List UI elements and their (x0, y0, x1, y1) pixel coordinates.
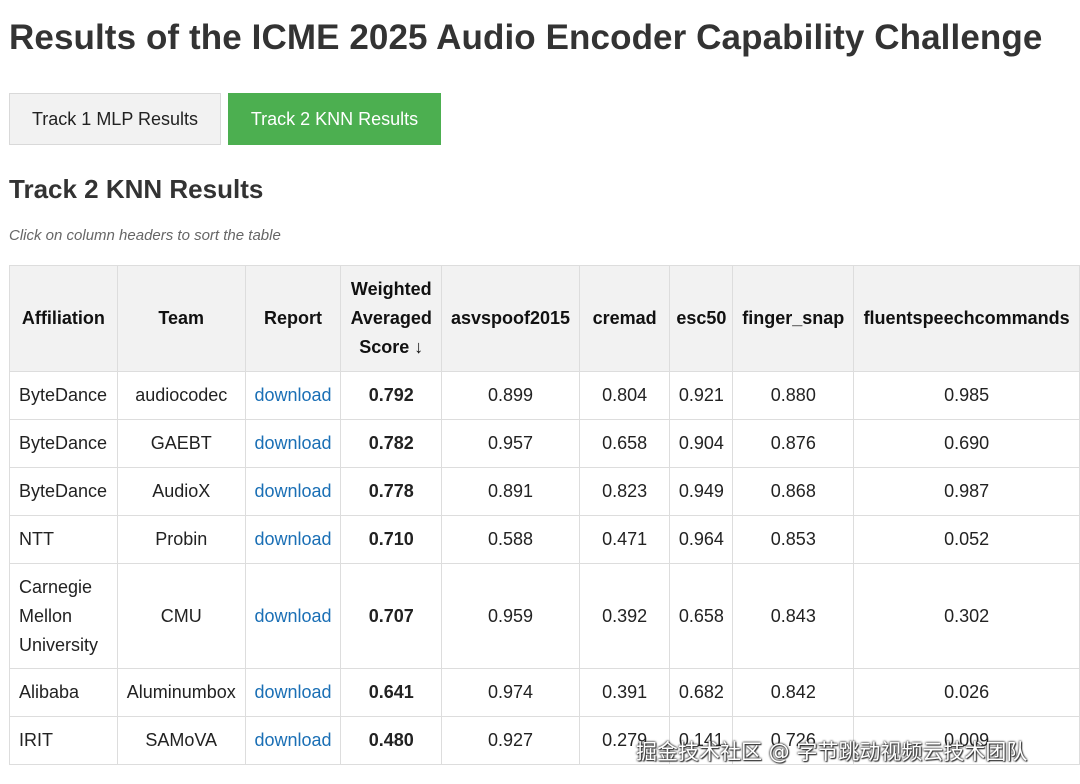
cell-affiliation: Carnegie Mellon University (9, 563, 118, 669)
cell-score: 0.641 (340, 668, 443, 717)
cell-esc50: 0.682 (669, 668, 734, 717)
cell-report: download (244, 716, 342, 765)
cell-affiliation: ByteDance (9, 371, 118, 420)
table-row: NTT Probin download 0.710 0.588 0.471 0.… (9, 515, 1080, 564)
report-download-link[interactable]: download (254, 605, 332, 626)
cell-report: download (244, 668, 342, 717)
report-download-link[interactable]: download (254, 385, 332, 405)
header-finger-snap[interactable]: finger_snap (732, 265, 855, 372)
cell-asvspoof2015: 0.974 (441, 668, 580, 717)
cell-esc50: 0.921 (669, 371, 734, 420)
cell-affiliation: IRIT (9, 716, 118, 765)
cell-cremad: 0.471 (578, 515, 671, 564)
watermark: 掘金技术社区 @ 字节跳动视频云技术团队 (636, 740, 1028, 764)
table-row: IRIT SAMoVA download 0.480 0.927 0.279 0… (9, 716, 1080, 765)
cell-finger-snap: 0.853 (732, 515, 855, 564)
cell-team: GAEBT (116, 419, 246, 468)
cell-fluentspeechcommands: 0.302 (853, 563, 1080, 669)
cell-report: download (244, 371, 342, 420)
cell-asvspoof2015: 0.891 (441, 467, 580, 516)
cell-cremad: 0.658 (578, 419, 671, 468)
header-affiliation[interactable]: Affiliation (9, 265, 118, 372)
cell-asvspoof2015: 0.588 (441, 515, 580, 564)
section-title: Track 2 KNN Results (9, 174, 264, 204)
cell-esc50: 0.949 (669, 467, 734, 516)
cell-fluentspeechcommands: 0.690 (853, 419, 1080, 468)
cell-team: CMU (116, 563, 246, 669)
cell-finger-snap: 0.842 (732, 668, 855, 717)
table-row: ByteDance AudioX download 0.778 0.891 0.… (9, 467, 1080, 516)
report-download-link[interactable]: download (254, 481, 332, 501)
header-cremad[interactable]: cremad (578, 265, 671, 372)
cell-esc50: 0.141 (669, 716, 734, 765)
cell-esc50: 0.658 (669, 563, 734, 669)
report-download-link[interactable]: download (254, 529, 332, 549)
cell-finger-snap: 0.868 (732, 467, 855, 516)
table-row: Alibaba Aluminumbox download 0.641 0.974… (9, 668, 1080, 717)
cell-affiliation: NTT (9, 515, 118, 564)
cell-team: audiocodec (116, 371, 246, 420)
cell-fluentspeechcommands: 0.026 (853, 668, 1080, 717)
results-table: Affiliation Team Report Weighted Average… (9, 265, 1080, 765)
cell-report: download (244, 467, 342, 516)
cell-cremad: 0.804 (578, 371, 671, 420)
cell-score: 0.792 (340, 371, 443, 420)
cell-fluentspeechcommands: 0.009 (853, 716, 1080, 765)
header-score-line-3: Score ↓ (359, 337, 424, 357)
cell-finger-snap: 0.880 (732, 371, 855, 420)
cell-affiliation: Alibaba (9, 668, 118, 717)
cell-team: Aluminumbox (116, 668, 246, 717)
cell-score: 0.778 (340, 467, 443, 516)
header-score-line-1: Weighted (350, 279, 432, 299)
table-row: ByteDance audiocodec download 0.792 0.89… (9, 371, 1080, 420)
cell-finger-snap: 0.876 (732, 419, 855, 468)
report-download-link[interactable]: download (254, 433, 332, 453)
cell-score: 0.707 (340, 563, 443, 669)
cell-cremad: 0.279 (578, 716, 671, 765)
track-tabs: Track 1 MLP Results Track 2 KNN Results (9, 93, 441, 145)
cell-score: 0.480 (340, 716, 443, 765)
header-weighted-averaged-score[interactable]: Weighted Averaged Score ↓ (340, 265, 443, 372)
cell-team: SAMoVA (116, 716, 246, 765)
tab-track-2-knn[interactable]: Track 2 KNN Results (228, 93, 441, 145)
header-report[interactable]: Report (244, 265, 342, 372)
cell-affiliation: ByteDance (9, 467, 118, 516)
header-score-line-2: Averaged (350, 308, 432, 328)
cell-cremad: 0.392 (578, 563, 671, 669)
cell-esc50: 0.904 (669, 419, 734, 468)
cell-report: download (244, 419, 342, 468)
tab-track-1-mlp[interactable]: Track 1 MLP Results (9, 93, 221, 145)
cell-asvspoof2015: 0.959 (441, 563, 580, 669)
table-row: Carnegie Mellon University CMU download … (9, 563, 1080, 669)
header-asvspoof2015[interactable]: asvspoof2015 (441, 265, 580, 372)
cell-cremad: 0.391 (578, 668, 671, 717)
cell-asvspoof2015: 0.957 (441, 419, 580, 468)
cell-fluentspeechcommands: 0.985 (853, 371, 1080, 420)
cell-score: 0.710 (340, 515, 443, 564)
cell-finger-snap: 0.843 (732, 563, 855, 669)
cell-report: download (244, 563, 342, 669)
cell-fluentspeechcommands: 0.987 (853, 467, 1080, 516)
cell-team: Probin (116, 515, 246, 564)
cell-cremad: 0.823 (578, 467, 671, 516)
sort-hint: Click on column headers to sort the tabl… (9, 227, 281, 244)
cell-asvspoof2015: 0.927 (441, 716, 580, 765)
table-row: ByteDance GAEBT download 0.782 0.957 0.6… (9, 419, 1080, 468)
cell-team: AudioX (116, 467, 246, 516)
report-download-link[interactable]: download (254, 730, 332, 750)
cell-finger-snap: 0.726 (732, 716, 855, 765)
header-team[interactable]: Team (116, 265, 246, 372)
header-fluentspeechcommands[interactable]: fluentspeechcommands (853, 265, 1080, 372)
cell-esc50: 0.964 (669, 515, 734, 564)
page-title: Results of the ICME 2025 Audio Encoder C… (9, 18, 1043, 57)
cell-affiliation: ByteDance (9, 419, 118, 468)
cell-report: download (244, 515, 342, 564)
report-download-link[interactable]: download (254, 682, 332, 702)
cell-score: 0.782 (340, 419, 443, 468)
table-header-row: Affiliation Team Report Weighted Average… (9, 265, 1080, 372)
cell-fluentspeechcommands: 0.052 (853, 515, 1080, 564)
header-esc50[interactable]: esc50 (669, 265, 734, 372)
cell-asvspoof2015: 0.899 (441, 371, 580, 420)
